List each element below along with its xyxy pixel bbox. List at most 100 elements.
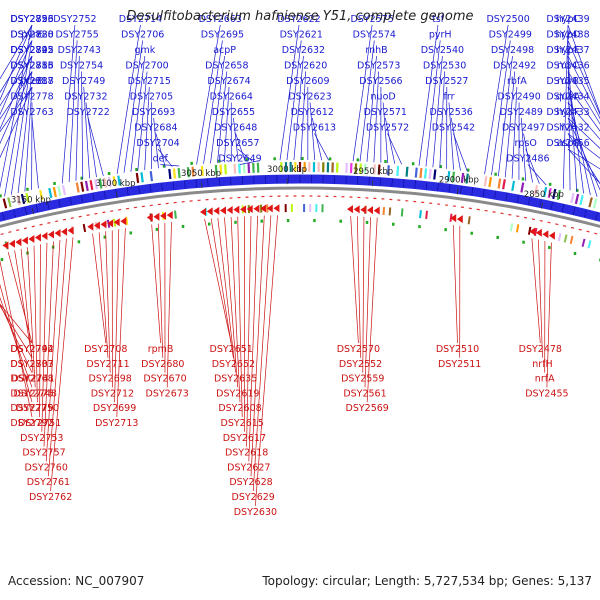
gene-label: DSY2433 [546, 107, 589, 118]
reverse-gene-arrow [226, 206, 233, 215]
gene-connector [20, 248, 34, 373]
gene-connector [137, 71, 148, 171]
gene-label: DSY2795 [10, 45, 53, 56]
feature-block [214, 164, 218, 175]
tick-label: 2900 kbp [439, 175, 479, 185]
reverse-gene-arrow [160, 211, 167, 220]
strand-arrow [2, 212, 5, 221]
gene-connector [382, 102, 389, 164]
feature-block [52, 186, 57, 198]
gene-connector [250, 215, 265, 477]
gene-label: DSY2822 [10, 45, 53, 56]
gene-connector [210, 218, 234, 358]
reverse-gene-arrow [240, 205, 247, 214]
gene-label: DSY2699 [93, 403, 136, 414]
gene-label: DSY2674 [207, 76, 250, 87]
gene-connector [484, 24, 509, 175]
feature-block [520, 182, 525, 193]
gene-connector [61, 24, 76, 184]
gene-connector [498, 55, 513, 177]
gene-label: DSY2695 [201, 30, 244, 41]
gene-label: DSY2648 [214, 123, 257, 134]
gene-label: DSY2708 [84, 344, 127, 355]
gene-label: DSY2511 [438, 359, 481, 370]
gene-label: DSY2489 [500, 107, 543, 118]
gene-connector [151, 224, 161, 344]
feature-block [174, 210, 177, 219]
feature-block [428, 168, 432, 180]
gene-label: DSY2628 [229, 477, 272, 488]
inner-marker [286, 219, 290, 223]
strand-arrow [380, 177, 382, 186]
gene-label: DSY2768 [10, 374, 53, 385]
gene-connector [210, 55, 225, 164]
feature-block [563, 234, 568, 243]
gene-label: pyrE [21, 30, 43, 41]
gene-connector [300, 71, 306, 161]
gene-connector [45, 239, 61, 462]
gene-connector [155, 133, 166, 168]
gene-connector [567, 117, 600, 149]
gene-label: DSY2649 [218, 154, 261, 165]
strand-arrow [584, 209, 587, 218]
strand-arrow [414, 180, 416, 189]
feature-block [414, 167, 418, 178]
gene-label: DSY2527 [425, 76, 468, 87]
gene-connector [39, 244, 41, 418]
gene-label: rpmB [148, 344, 174, 355]
gene-connector [98, 232, 109, 358]
feature-block [172, 168, 177, 179]
inner-marker [0, 258, 4, 262]
gene-connector [356, 216, 361, 358]
gene-label: DSY2618 [225, 448, 268, 459]
forward-strand [0, 174, 600, 222]
feature-block [149, 171, 154, 182]
gene-label: DSY2536 [430, 107, 473, 118]
strand-arrow [13, 209, 16, 218]
feature-block [509, 223, 514, 232]
feature-block [57, 185, 62, 197]
reverse-gene-arrow [67, 226, 74, 235]
gene-connector [311, 117, 323, 161]
reverse-gene-arrow [47, 230, 54, 239]
strand-arrow [494, 190, 497, 199]
gene-connector [567, 24, 600, 114]
feature-block [511, 180, 516, 191]
gene-connector [0, 283, 33, 403]
gene-label: DSY2510 [436, 344, 479, 355]
feature-block [103, 177, 108, 188]
gene-connector [450, 117, 461, 171]
gene-connector [366, 55, 377, 162]
gene-label: rnhB [365, 45, 387, 56]
gene-connector [0, 86, 33, 133]
gene-label: DSY2657 [216, 138, 259, 149]
feature-block [396, 165, 400, 177]
outer-marker [521, 177, 525, 181]
gene-connector [567, 148, 600, 184]
gene-label: DSY2658 [205, 61, 248, 72]
gene-label: ruvB [557, 76, 579, 87]
gene-connector [504, 71, 516, 178]
strand-arrow [448, 184, 451, 193]
gene-label: DSY2615 [221, 418, 264, 429]
gene-connector [246, 216, 252, 447]
feature-block [552, 188, 557, 200]
gene-connector [520, 117, 527, 182]
gene-label: DSY2856 [10, 14, 53, 25]
feature-tracks [2, 162, 598, 250]
gene-connector [24, 86, 33, 192]
gene-connector [525, 148, 540, 184]
gene-connector [41, 242, 48, 432]
gene-label: DSY2561 [343, 388, 386, 399]
gene-connector [538, 239, 543, 358]
gene-label: DSY2752 [53, 14, 96, 25]
gene-label: DSY2705 [130, 92, 173, 103]
feature-block [483, 176, 488, 187]
outer-marker [190, 161, 193, 165]
strand-arrow [425, 181, 428, 190]
tick-mark [31, 208, 34, 215]
strand-arrow [58, 199, 61, 208]
gene-connector [7, 252, 33, 344]
outer-marker [162, 164, 166, 168]
